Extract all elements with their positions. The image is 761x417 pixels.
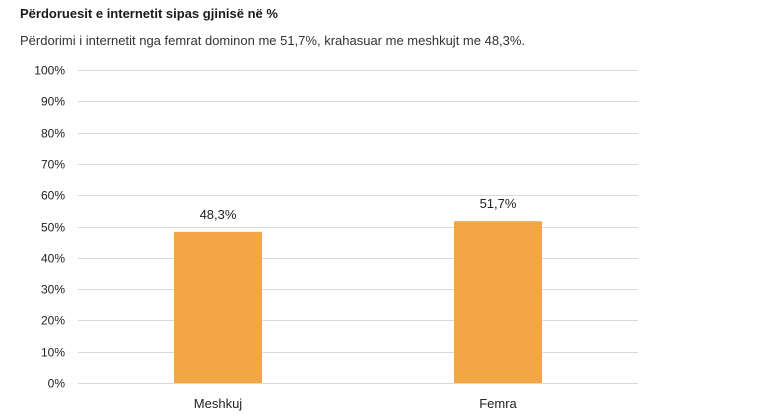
y-tick-label: 50%	[41, 221, 65, 235]
y-tick-label: 100%	[34, 64, 65, 78]
y-tick-label: 80%	[41, 127, 65, 141]
bar-meshkuj	[174, 231, 262, 383]
y-tick-label: 60%	[41, 189, 65, 203]
data-label-meshkuj: 48,3%	[200, 207, 237, 222]
y-tick-label: 30%	[41, 283, 65, 297]
y-tick-label: 70%	[41, 158, 65, 172]
y-axis-tick-labels: 0% 10% 20% 30% 40% 50% 60% 70% 80% 90% 100%	[34, 64, 65, 391]
bars	[174, 221, 542, 383]
category-label-meshkuj: Meshkuj	[194, 396, 243, 411]
chart-title: Përdoruesit e internetit sipas gjinisë n…	[20, 6, 278, 21]
chart-subtitle: Përdorimi i internetit nga femrat domino…	[20, 33, 526, 48]
y-tick-label: 0%	[48, 377, 66, 391]
y-tick-label: 20%	[41, 314, 65, 328]
category-label-femra: Femra	[479, 396, 517, 411]
data-label-femra: 51,7%	[480, 196, 517, 211]
x-axis-category-labels: Meshkuj Femra	[194, 396, 518, 411]
gridlines	[78, 70, 638, 384]
y-tick-label: 40%	[41, 252, 65, 266]
bar-femra	[454, 221, 542, 383]
y-tick-label: 10%	[41, 346, 65, 360]
data-labels: 48,3% 51,7%	[200, 196, 517, 222]
y-tick-label: 90%	[41, 95, 65, 109]
